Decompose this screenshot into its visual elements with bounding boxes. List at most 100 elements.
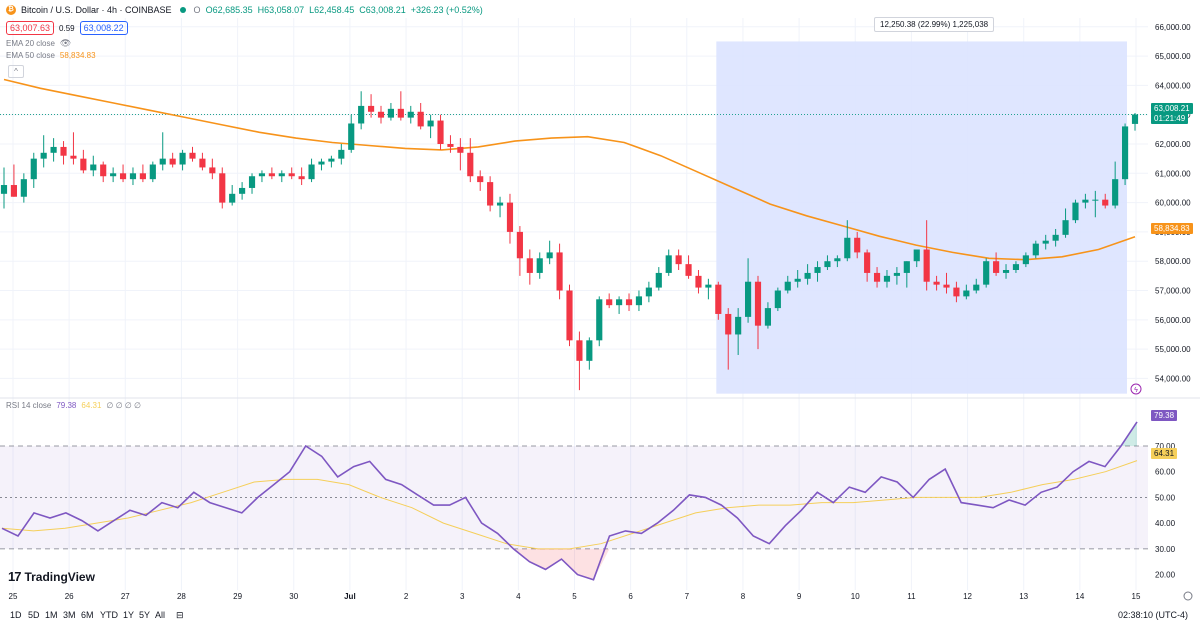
alert-bolt-icon [1130, 383, 1142, 395]
time-axis-label: 10 [851, 592, 860, 601]
candle-body [953, 287, 960, 297]
candle-body [0, 185, 8, 194]
candle-body [546, 252, 553, 259]
price-axis-label: 60,000.00 [1155, 199, 1191, 208]
candle-body [864, 252, 871, 273]
rsi-ma-price-label: 64.31 [1151, 448, 1178, 459]
clock-timezone[interactable]: 02:38:10 (UTC-4) [1117, 610, 1188, 620]
candle-body [189, 152, 196, 159]
time-axis-label: 13 [1019, 592, 1028, 601]
candle-body [993, 261, 1000, 273]
ema50-legend[interactable]: EMA 50 close 58,834.83 [6, 51, 96, 60]
candle-body [298, 176, 305, 180]
candle-body [149, 164, 156, 180]
current-price-label: 63,008.21 [1151, 103, 1193, 114]
rsi-value: 79.38 [56, 401, 77, 410]
candle-body [814, 267, 821, 273]
candle-body [308, 164, 315, 180]
candle-body [358, 105, 365, 124]
rsi-price-label: 79.38 [1151, 410, 1178, 421]
rsi-axis-label: 70.00 [1155, 442, 1176, 451]
candle-body [179, 152, 186, 165]
ema50-line [3, 78, 1136, 261]
candle-body [715, 284, 722, 314]
price-axis-label: 58,000.00 [1155, 257, 1191, 266]
candle-body [913, 249, 920, 262]
sell-button[interactable]: 63,007.63 [6, 21, 55, 35]
time-axis-label: 11 [907, 592, 916, 601]
time-axis-label: 2 [404, 592, 409, 601]
date-range-icon[interactable]: ⊟ [176, 610, 184, 620]
candle-body [923, 249, 930, 282]
candle-body [635, 296, 643, 306]
measure-tooltip: 12,250.38 (22.99%) 1,225,038 [874, 17, 995, 32]
candle-body [397, 108, 404, 118]
candle-body [754, 281, 762, 326]
candle-body [655, 272, 662, 288]
candle-body [387, 108, 394, 118]
candle-body [1122, 126, 1129, 180]
timeframe-ytd[interactable]: YTD [100, 610, 118, 620]
candle-body [90, 164, 97, 171]
price-axis-label: 62,000.00 [1155, 140, 1191, 149]
candle-body [169, 158, 176, 165]
collapse-legend-button[interactable]: ^ [8, 65, 24, 78]
candle-body [774, 290, 781, 309]
candle-body [566, 290, 573, 341]
time-axis-label: 28 [177, 592, 186, 601]
candle-body [616, 299, 623, 306]
candle-body [318, 161, 325, 165]
timeframe-1m[interactable]: 1M [45, 610, 58, 620]
time-axis-label: 6 [628, 592, 633, 601]
candle-body [278, 173, 285, 177]
candle-body [467, 152, 474, 177]
ohlc-open: O62,685.35 [205, 5, 253, 15]
rsi-axis-label: 60.00 [1155, 468, 1176, 477]
timeframe-5d[interactable]: 5D [28, 610, 40, 620]
spread-value: 0.59 [59, 23, 75, 33]
ema20-legend[interactable]: EMA 20 close 👁 [6, 38, 71, 49]
rsi-legend[interactable]: RSI 14 close 79.38 64.31 ∅ ∅ ∅ ∅ [6, 401, 141, 410]
timeframe-1d[interactable]: 1D [10, 610, 22, 620]
candle-body [427, 120, 434, 127]
candle-body [893, 272, 900, 276]
candle-body [1052, 234, 1059, 241]
time-axis-label: 26 [65, 592, 74, 601]
candle-body [30, 158, 37, 180]
timeframe-all[interactable]: All [155, 610, 166, 620]
candle-body [943, 284, 950, 288]
candle-body [10, 185, 17, 197]
buy-button[interactable]: 63,008.22 [79, 21, 128, 35]
candle-body [377, 111, 385, 118]
timeframe-6m[interactable]: 6M [81, 610, 94, 620]
candle-body [437, 120, 444, 144]
candle-body [288, 173, 295, 177]
rsi-axis-label: 20.00 [1155, 571, 1176, 580]
time-axis-label: 14 [1075, 592, 1084, 601]
market-open-icon [179, 7, 186, 13]
symbol-title[interactable]: Bitcoin / U.S. Dollar · 4h · COINBASE [21, 5, 172, 15]
candle-body [1112, 179, 1119, 206]
tradingview-logo[interactable]: 17 TradingView [8, 569, 95, 584]
timeframe-5y[interactable]: 5Y [139, 610, 151, 620]
candle-body [933, 281, 940, 285]
candle-body [903, 261, 910, 273]
rsi-line [1, 421, 1138, 581]
ema50-value: 58,834.83 [59, 51, 96, 60]
price-axis-label: 54,000.00 [1155, 374, 1191, 383]
candle-body [1042, 240, 1049, 244]
candle-body [417, 111, 424, 127]
candle-body [1062, 220, 1069, 235]
candle-body [338, 149, 345, 159]
rsi-ma-value: 64.31 [81, 401, 102, 410]
candle-body [1131, 114, 1139, 124]
timeframe-1y[interactable]: 1Y [123, 610, 135, 620]
price-axis-label: 66,000.00 [1155, 23, 1191, 32]
candle-body [586, 340, 593, 361]
candle-body [100, 164, 107, 177]
time-axis-label: 12 [963, 592, 972, 601]
symbol-legend: ₿ Bitcoin / U.S. Dollar · 4h · COINBASE … [6, 5, 483, 15]
timeframe-3m[interactable]: 3M [63, 610, 76, 620]
eye-icon[interactable]: 👁 [59, 38, 72, 48]
